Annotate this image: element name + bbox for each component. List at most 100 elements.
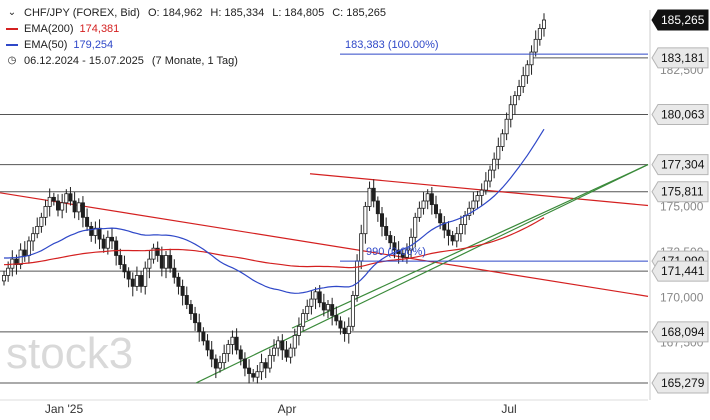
price-label-box-2	[651, 103, 709, 125]
price-label-7: 168,094	[651, 321, 709, 343]
candle-body-128	[533, 38, 538, 53]
candle-body-51	[213, 358, 218, 369]
candle-body-48	[201, 331, 206, 342]
candle-body-26	[110, 236, 115, 242]
candle-body-21	[89, 226, 94, 236]
candle-body-43	[180, 285, 185, 296]
red-trendline-upper	[309, 173, 649, 207]
candle-body-19	[80, 202, 85, 218]
legend-ema50-row[interactable]: EMA(50) 179,254	[6, 37, 386, 53]
candle-body-75	[313, 291, 318, 300]
candle-body-94	[392, 242, 397, 251]
x-tick-label-2: Jul	[501, 402, 516, 416]
candle-body-31	[130, 278, 135, 287]
candle-body-113	[471, 200, 476, 209]
candle-body-30	[126, 271, 131, 280]
ema50-label: EMA(50)	[24, 39, 68, 51]
price-label-box-0	[651, 9, 709, 31]
candle-body-69	[288, 347, 293, 358]
candle-body-80	[334, 315, 339, 322]
candle-body-15	[64, 193, 69, 204]
price-label-text-4: 175,811	[661, 185, 704, 199]
red-trendline-falling	[0, 192, 649, 297]
candle-body-61	[255, 371, 260, 378]
price-label-1: 183,181	[651, 47, 709, 69]
price-label-text-1: 183,181	[661, 51, 705, 65]
candle-body-120	[500, 133, 505, 147]
x-tick-label-0: Jan '25	[45, 402, 84, 416]
candle-body-7	[31, 233, 36, 242]
ohlc-high: H: 185,334	[210, 7, 265, 19]
price-label-box-6	[651, 260, 709, 282]
candle-body-17	[72, 200, 77, 213]
candle-body-114	[475, 195, 480, 202]
candle-body-125	[521, 75, 526, 87]
candle-body-108	[450, 235, 455, 242]
candle-body-33	[139, 275, 144, 287]
price-label-box-8	[651, 372, 709, 394]
candle-body-47	[197, 322, 202, 333]
candle-body-74	[309, 298, 314, 307]
candle-body-50	[209, 349, 214, 360]
horizontal-levels	[0, 57, 648, 384]
price-label-text-2: 180,063	[661, 107, 705, 121]
y-tick-label-3: 170,000	[660, 290, 704, 304]
candle-body-81	[338, 320, 343, 329]
fib-label-0: 990 (0.00%)	[366, 246, 426, 258]
candle-body-96	[400, 253, 405, 258]
candle-body-60	[251, 373, 256, 378]
price-label-3: 177,304	[651, 154, 709, 176]
price-label-box-1	[651, 47, 709, 69]
price-label-6: 171,441	[651, 260, 709, 282]
candle-body-72	[301, 313, 306, 327]
ema200-label: EMA(200)	[24, 23, 74, 35]
candle-body-38	[159, 255, 164, 269]
clock-icon: ◷	[7, 55, 17, 66]
candle-body-78	[325, 304, 330, 311]
candle-body-20	[85, 216, 90, 227]
price-label-2: 180,063	[651, 103, 709, 125]
candle-body-18	[76, 202, 81, 213]
candle-body-127	[529, 51, 534, 66]
ohlc-close: C: 185,265	[332, 7, 387, 19]
candle-body-1	[6, 267, 11, 276]
candle-body-41	[172, 267, 177, 278]
price-labels: 185,265183,181180,063177,304175,811171,9…	[651, 9, 709, 394]
candle-body-39	[163, 255, 168, 269]
legend-ema200-row[interactable]: EMA(200) 174,381	[6, 21, 386, 37]
chevron-down-icon[interactable]: ⌄	[7, 7, 17, 18]
candle-body-53	[222, 353, 227, 364]
candle-body-66	[276, 340, 281, 349]
y-tick-label-1: 175,000	[660, 199, 704, 213]
candle-body-106	[442, 222, 447, 231]
green-trendline-lower	[195, 164, 649, 384]
candle-body-93	[388, 235, 393, 244]
candle-body-109	[454, 233, 459, 242]
ema-lines	[3, 128, 545, 294]
candle-body-101	[421, 200, 426, 209]
price-label-4: 175,811	[651, 181, 709, 203]
ema50-swatch	[6, 44, 18, 46]
candle-body-58	[242, 358, 247, 369]
candle-body-70	[292, 334, 297, 349]
candle-body-29	[122, 264, 127, 273]
candle-body-90	[375, 200, 380, 215]
price-label-text-8: 165,279	[661, 376, 705, 390]
candle-body-56	[234, 336, 239, 351]
ohlc-open: O: 184,962	[147, 7, 203, 19]
candle-body-5	[22, 249, 27, 256]
candle-body-44	[184, 295, 189, 305]
candle-body-32	[134, 275, 139, 287]
candle-body-22	[93, 227, 98, 236]
price-label-box-7	[651, 321, 709, 343]
candle-body-64	[267, 354, 272, 369]
candle-body-122	[508, 104, 513, 120]
candle-body-11	[47, 196, 52, 207]
candle-body-126	[525, 64, 530, 77]
fib-label-100: 183,383 (100.00%)	[345, 39, 439, 51]
candle-body-13	[56, 200, 61, 211]
candle-body-116	[483, 180, 488, 191]
candle-body-14	[60, 202, 65, 211]
x-axis: Jan '25 Apr Jul	[0, 399, 648, 416]
